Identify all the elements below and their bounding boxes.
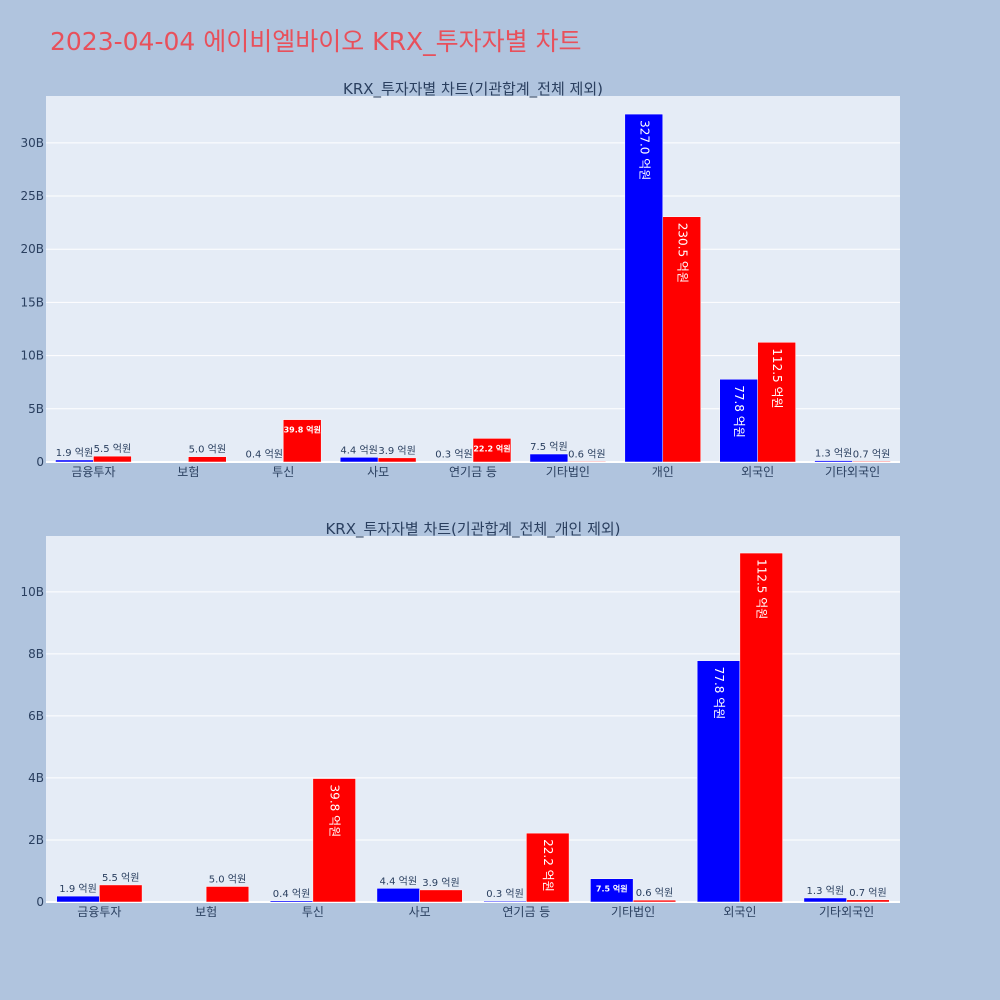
data-label: 39.8 억원 [284, 425, 321, 435]
data-label: 5.0 억원 [189, 444, 226, 456]
data-label: 5.5 억원 [102, 872, 139, 884]
y-tick-label: 5B [28, 402, 44, 416]
bar [662, 216, 701, 463]
x-tick-label: 보험 [195, 905, 217, 919]
data-label: 77.8 억원 [732, 385, 746, 438]
bar [99, 884, 143, 903]
data-label: 4.4 억원 [380, 875, 417, 887]
data-label: 230.5 억원 [675, 223, 689, 283]
y-tick-label: 6B [28, 709, 44, 723]
x-tick-label: 연기금 등 [502, 905, 550, 919]
data-label: 0.4 억원 [246, 449, 283, 461]
y-tick-label: 25B [20, 189, 44, 203]
y-tick-label: 0 [36, 455, 44, 469]
x-tick-label: 사모 [409, 905, 431, 919]
data-label: 77.8 억원 [712, 667, 726, 720]
data-label: 0.6 억원 [636, 887, 673, 899]
x-tick-label: 투신 [302, 905, 324, 919]
data-label: 7.5 억원 [596, 884, 628, 894]
bar [526, 832, 570, 903]
bar [719, 378, 758, 463]
bar [852, 461, 891, 463]
bar [624, 113, 664, 463]
x-tick-label: 보험 [177, 465, 199, 479]
y-tick-label: 4B [28, 771, 44, 785]
data-label: 1.3 억원 [815, 448, 852, 460]
data-label: 5.0 억원 [209, 873, 246, 885]
y-tick-label: 8B [28, 647, 44, 661]
chart-title: KRX_투자자별 차트(기관합계_전체_개인 제외) [325, 520, 620, 539]
bar [814, 460, 853, 463]
page-title: 2023-04-04 에이비엘바이오 KRX_투자자별 차트 [50, 27, 582, 56]
bar [846, 899, 890, 903]
data-label: 0.3 억원 [435, 449, 472, 461]
y-tick-label: 20B [20, 242, 44, 256]
data-label: 1.9 억원 [56, 447, 93, 459]
x-tick-label: 투신 [272, 465, 294, 479]
bar [483, 900, 527, 903]
data-label: 4.4 억원 [340, 444, 377, 456]
bar [376, 888, 420, 903]
bar [339, 457, 379, 463]
data-label: 7.5 억원 [530, 441, 567, 453]
bar [632, 899, 677, 903]
bar [312, 778, 356, 903]
bar [757, 342, 796, 463]
data-label: 327.0 억원 [637, 120, 651, 180]
bar [590, 878, 634, 903]
x-tick-label: 기타외국인 [825, 465, 880, 479]
y-tick-label: 10B [20, 585, 44, 599]
x-tick-label: 개인 [652, 465, 674, 479]
data-label: 3.9 억원 [378, 445, 415, 457]
data-label: 3.9 억원 [422, 877, 459, 889]
data-label: 0.7 억원 [853, 448, 890, 460]
x-tick-label: 사모 [367, 465, 389, 479]
bar [419, 889, 463, 903]
data-label: 0.7 억원 [849, 887, 886, 899]
y-tick-label: 15B [20, 295, 44, 309]
data-label: 39.8 억원 [328, 785, 342, 838]
bar [188, 456, 227, 463]
x-tick-label: 금융투자 [71, 465, 115, 479]
data-label: 0.4 억원 [273, 888, 310, 900]
chart-institution-excluded: KRX_투자자별 차트(기관합계_전체 제외) 0 5B 10B 15B 20B 25B 30… [20, 80, 900, 479]
data-label: 112.5 억원 [770, 348, 784, 408]
x-tick-label: 외국인 [723, 905, 756, 919]
x-tick-label: 기타법인 [611, 905, 655, 919]
data-label: 0.3 억원 [486, 888, 523, 900]
bar [472, 438, 512, 463]
bar [205, 886, 250, 903]
data-label: 112.5 억원 [755, 559, 769, 619]
y-tick-label: 2B [28, 833, 44, 847]
bar [269, 900, 314, 903]
bar [377, 457, 417, 463]
y-tick-label: 0 [36, 895, 44, 909]
chart-individual-excluded: KRX_투자자별 차트(기관합계_전체_개인 제외) 0 2B 4B 6B 8B 10B 금융… [20, 520, 900, 919]
data-label: 22.2 억원 [473, 443, 510, 453]
data-label: 0.6 억원 [568, 448, 605, 460]
y-tick-label: 10B [20, 349, 44, 363]
bar [803, 897, 847, 903]
bar [739, 552, 783, 903]
y-tick-label: 30B [20, 136, 44, 150]
bar [93, 455, 132, 463]
bar [55, 459, 94, 463]
data-label: 1.3 억원 [807, 885, 844, 897]
x-tick-label: 기타외국인 [819, 905, 874, 919]
bar [696, 660, 741, 903]
bar [567, 461, 607, 463]
bar [529, 453, 569, 463]
x-tick-label: 연기금 등 [449, 465, 497, 479]
x-tick-label: 금융투자 [77, 905, 121, 919]
x-tick-label: 기타법인 [546, 465, 590, 479]
data-label: 5.5 억원 [94, 443, 131, 455]
data-label: 1.9 억원 [59, 883, 96, 895]
chart-title: KRX_투자자별 차트(기관합계_전체 제외) [343, 80, 603, 99]
bar [282, 419, 322, 463]
bar [56, 895, 100, 903]
data-label: 22.2 억원 [541, 839, 555, 892]
x-tick-label: 외국인 [741, 465, 774, 479]
